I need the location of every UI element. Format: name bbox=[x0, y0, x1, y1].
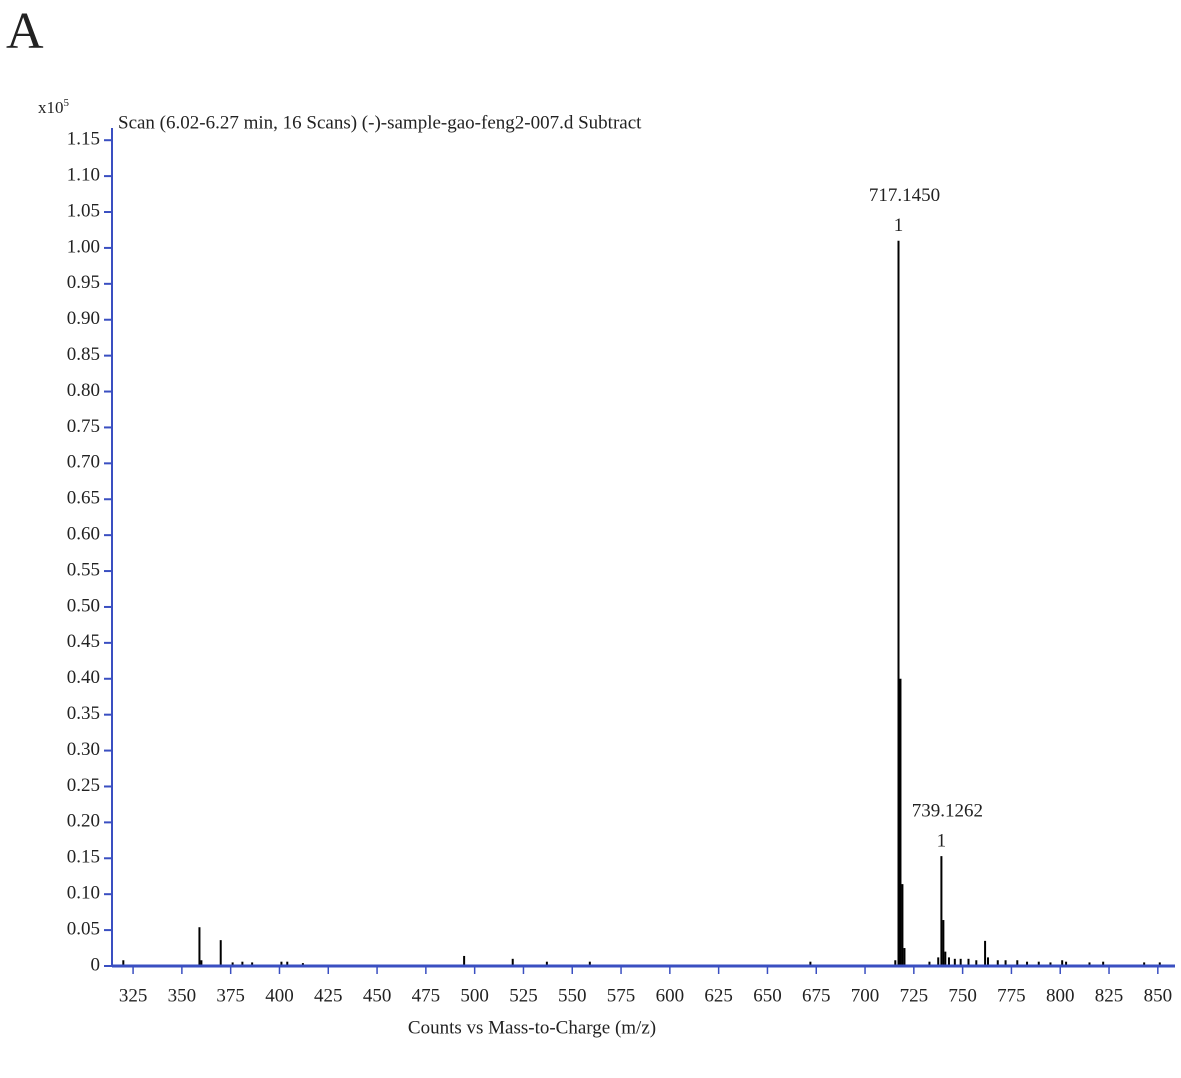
x-tick-label: 325 bbox=[119, 985, 148, 1006]
peak-charge-label: 1 bbox=[937, 830, 947, 851]
x-tick-label: 800 bbox=[1046, 985, 1075, 1006]
x-tick-label: 500 bbox=[460, 985, 489, 1006]
y-tick-label: 1.10 bbox=[67, 164, 100, 185]
x-tick-label: 650 bbox=[753, 985, 782, 1006]
y-tick-label: 0.85 bbox=[67, 344, 100, 365]
y-tick-label: 1.15 bbox=[67, 129, 100, 150]
x-tick-label: 350 bbox=[168, 985, 197, 1006]
x-tick-label: 825 bbox=[1095, 985, 1124, 1006]
y-tick-label: 0.05 bbox=[67, 918, 100, 939]
x-tick-label: 375 bbox=[216, 985, 245, 1006]
y-tick-label: 1.00 bbox=[67, 236, 100, 257]
y-tick-label: 0.20 bbox=[67, 811, 100, 832]
y-tick-label: 0.70 bbox=[67, 452, 100, 473]
peak-charge-label: 1 bbox=[894, 215, 904, 236]
x-tick-label: 675 bbox=[802, 985, 831, 1006]
y-tick-label: 0.10 bbox=[67, 883, 100, 904]
x-tick-label: 575 bbox=[607, 985, 636, 1006]
peak-mz-label: 717.1450 bbox=[869, 185, 940, 206]
y-tick-label: 0.95 bbox=[67, 272, 100, 293]
y-tick-label: 0.50 bbox=[67, 595, 100, 616]
x-tick-label: 725 bbox=[900, 985, 929, 1006]
x-tick-label: 775 bbox=[997, 985, 1026, 1006]
y-tick-label: 0.80 bbox=[67, 380, 100, 401]
x-tick-label: 525 bbox=[509, 985, 538, 1006]
y-tick-label: 0.25 bbox=[67, 775, 100, 796]
x-tick-label: 625 bbox=[704, 985, 733, 1006]
x-tick-label: 400 bbox=[265, 985, 294, 1006]
x-tick-label: 750 bbox=[948, 985, 977, 1006]
y-tick-label: 0.30 bbox=[67, 739, 100, 760]
x-tick-label: 450 bbox=[363, 985, 392, 1006]
y-tick-label: 0.65 bbox=[67, 488, 100, 509]
y-tick-label: 0.90 bbox=[67, 308, 100, 329]
y-tick-label: 0.75 bbox=[67, 416, 100, 437]
y-tick-label: 0.55 bbox=[67, 559, 100, 580]
x-tick-label: 850 bbox=[1144, 985, 1173, 1006]
x-tick-label: 550 bbox=[558, 985, 587, 1006]
y-tick-label: 0.15 bbox=[67, 847, 100, 868]
panel-label: A bbox=[6, 3, 44, 60]
y-tick-label: 0.45 bbox=[67, 631, 100, 652]
x-tick-label: 425 bbox=[314, 985, 343, 1006]
x-tick-label: 700 bbox=[851, 985, 880, 1006]
y-scale-label: x105 bbox=[38, 97, 70, 117]
y-scale-exponent: 5 bbox=[64, 97, 70, 109]
x-axis-label: Counts vs Mass-to-Charge (m/z) bbox=[408, 1017, 656, 1038]
y-tick-label: 0.40 bbox=[67, 667, 100, 688]
x-tick-label: 475 bbox=[412, 985, 441, 1006]
x-tick-label: 600 bbox=[656, 985, 685, 1006]
y-tick-label: 0.60 bbox=[67, 524, 100, 545]
y-tick-label: 0 bbox=[91, 954, 101, 975]
chart-title: Scan (6.02-6.27 min, 16 Scans) (-)-sampl… bbox=[118, 112, 642, 133]
y-tick-label: 1.05 bbox=[67, 200, 100, 221]
peak-mz-label: 739.1262 bbox=[912, 800, 983, 821]
y-tick-label: 0.35 bbox=[67, 703, 100, 724]
y-scale-base: x10 bbox=[38, 98, 64, 117]
